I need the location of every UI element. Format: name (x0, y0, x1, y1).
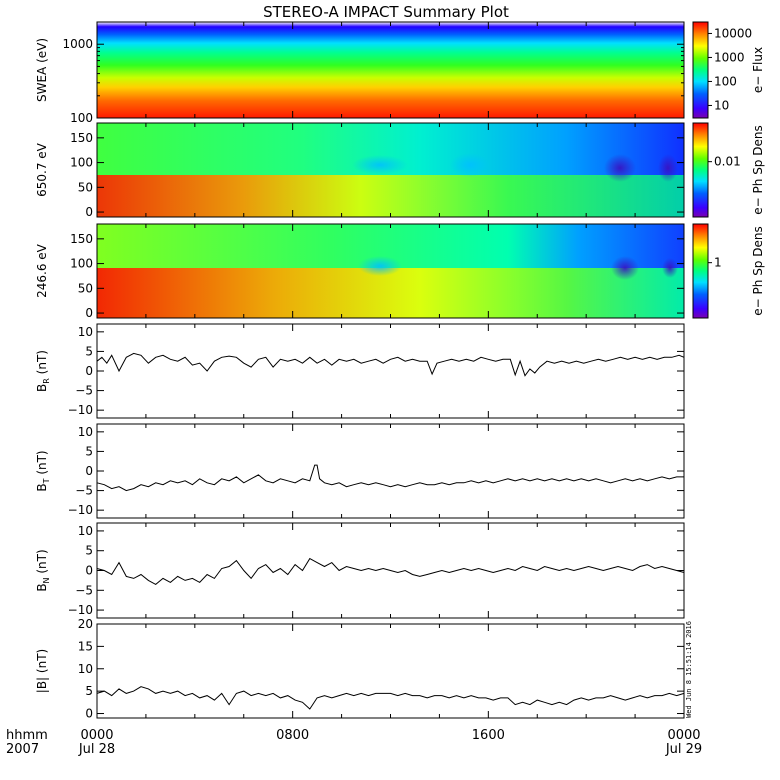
y-tick-label: 5 (85, 444, 93, 458)
panel-frame (96, 323, 685, 419)
panel-bn: −10 −5 0 5 10 BN (nT) (35, 522, 685, 619)
panel-br: −10 −5 0 5 10 BR (nT) (35, 323, 685, 419)
time-tick-label: 0000 (667, 728, 700, 743)
panel-frame (96, 423, 685, 519)
y-tick-label: 1000 (62, 37, 93, 51)
y-tick-label: 100 (70, 156, 93, 170)
y-tick-label: 5 (85, 544, 93, 558)
y-tick-label: 0 (85, 306, 93, 320)
time-row-label: hhmm (6, 728, 48, 743)
y-tick-label: 20 (78, 617, 93, 631)
y-tick-label: 5 (85, 344, 93, 358)
panel-pad-650: 0 50 100 150 650.7 eV 0.01 e− Ph Sp Dens (35, 122, 765, 219)
y-tick-label: 0 (85, 707, 93, 721)
y-tick-label: 5 (85, 684, 93, 698)
y-tick-label: 0 (85, 464, 93, 478)
colorbar-tick-label: 10 (714, 98, 729, 112)
y-tick-label: 100 (70, 257, 93, 271)
colorbar-label: e− Flux (751, 47, 765, 93)
y-tick-label: 150 (70, 131, 93, 145)
date-tick-label: Jul 28 (78, 742, 115, 757)
plot-title: STEREO-A IMPACT Summary Plot (263, 3, 509, 21)
pad-650-heatmap (97, 123, 684, 217)
y-tick-label: 50 (78, 180, 93, 194)
y-axis-label: 650.7 eV (35, 142, 49, 197)
series-line-bt (96, 464, 684, 492)
y-tick-label: −5 (75, 583, 93, 597)
colorbar-pad-650 (692, 122, 709, 218)
y-tick-label: 0 (85, 364, 93, 378)
y-tick-label: −5 (75, 484, 93, 498)
y-axis-label: BR (nT) (35, 350, 51, 392)
y-axis-label: SWEA (eV) (35, 38, 49, 102)
date-tick-label: Jul 29 (665, 742, 702, 757)
time-tick-label: 0800 (276, 728, 309, 743)
series-line-bmag (96, 686, 685, 710)
colorbar-tick-label: 100 (714, 74, 737, 88)
y-tick-label: −10 (68, 603, 93, 617)
y-tick-label: 150 (70, 232, 93, 246)
y-tick-label: 50 (78, 281, 93, 295)
colorbar-label: e− Ph Sp Dens (751, 125, 765, 214)
pad-246-heatmap (97, 224, 684, 318)
panel-pad-246: 0 50 100 150 246.6 eV 1 e− Ph Sp Dens (35, 223, 765, 320)
y-tick-label: 100 (70, 111, 93, 125)
swea-heatmap (97, 22, 684, 118)
y-tick-label: −5 (75, 384, 93, 398)
y-axis-label: BT (nT) (35, 450, 51, 491)
timestamp: Wed Jun 8 15:51:14 2016 (680, 621, 770, 718)
panel-swea: 100 1000 SWEA (eV) 10 100 1000 10000 e− Flux (35, 21, 765, 125)
time-tick-label: 0000 (80, 728, 113, 743)
y-tick-label: 10 (78, 425, 93, 439)
y-axis-label: BN (nT) (35, 549, 51, 591)
y-axis-label: 246.6 eV (35, 243, 49, 298)
panel-bt: −10 −5 0 5 10 BT (nT) (35, 423, 685, 519)
colorbar-tick-label: 0.01 (714, 155, 741, 169)
series-line-bn (96, 557, 685, 586)
colorbar-label: e− Ph Sp Dens (751, 226, 765, 315)
colorbar-pad-246 (692, 223, 709, 319)
y-tick-label: 15 (78, 639, 93, 653)
y-tick-label: 10 (78, 662, 93, 676)
y-tick-label: −10 (68, 403, 93, 417)
colorbar-tick-label: 1000 (714, 50, 745, 64)
panel-bmag: 0 5 10 15 20 |B| (nT) (35, 617, 685, 721)
colorbar-tick-label: 1 (714, 256, 722, 270)
series-line-br (96, 352, 685, 377)
date-row-label: 2007 (6, 742, 39, 757)
colorbar-tick-label: 10000 (714, 26, 752, 40)
colorbar-swea (692, 21, 709, 119)
y-tick-label: 0 (85, 205, 93, 219)
y-axis-label: |B| (nT) (35, 649, 49, 693)
y-tick-label: 10 (78, 325, 93, 339)
panel-frame (96, 623, 685, 719)
timestamp-text: Wed Jun 8 15:51:14 2016 (685, 621, 693, 718)
y-tick-label: 0 (85, 564, 93, 578)
y-tick-label: −10 (68, 503, 93, 517)
time-tick-label: 1600 (472, 728, 505, 743)
y-tick-label: 10 (78, 524, 93, 538)
